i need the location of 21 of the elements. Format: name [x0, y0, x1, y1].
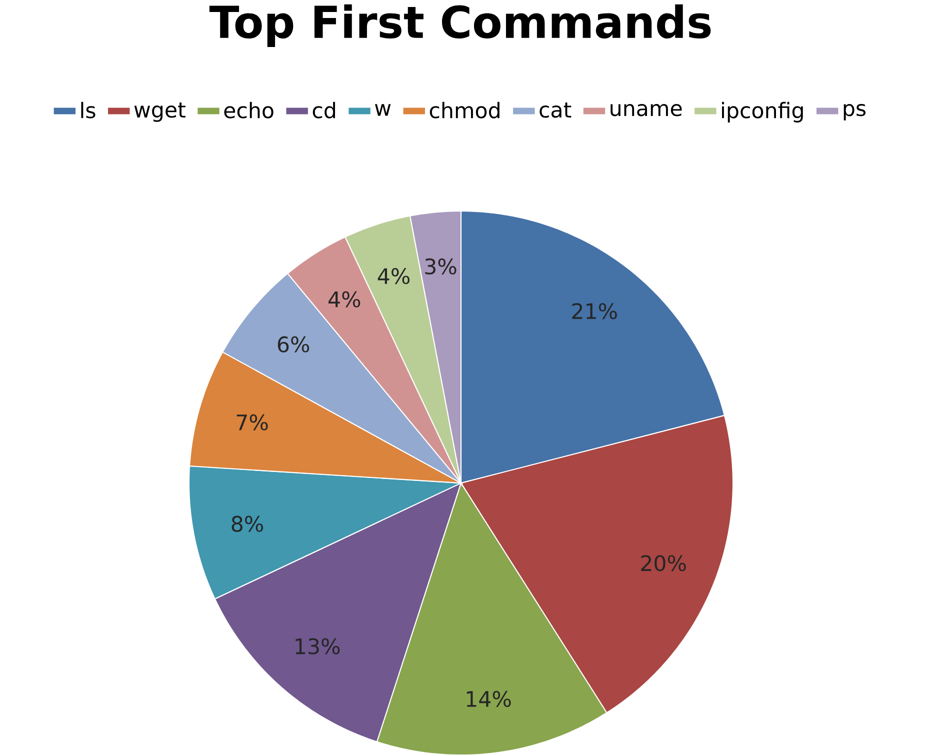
data-label: 20%	[641, 554, 686, 572]
data-label: 14%	[466, 690, 511, 707]
chart-title: Top First Commands	[209, 4, 711, 47]
legend-label: cat	[540, 102, 572, 118]
data-label: 13%	[296, 638, 340, 654]
data-label: 4%	[378, 268, 410, 284]
legend-label: uname	[610, 104, 682, 116]
legend-label: chmod	[430, 102, 500, 118]
data-label: 6%	[278, 336, 310, 352]
legend-label: wget	[134, 102, 186, 122]
legend-label: cd	[312, 102, 336, 118]
legend-label: echo	[224, 102, 274, 118]
data-label: 4%	[328, 291, 360, 308]
data-label: 8%	[232, 516, 263, 532]
data-label: 21%	[572, 302, 617, 319]
legend-label: ipconfig	[722, 102, 803, 122]
legend-label: w	[375, 104, 391, 116]
data-label: 7%	[236, 414, 268, 430]
legend-label: ls	[81, 102, 96, 118]
legend-label: ps	[844, 104, 866, 120]
data-label: 3%	[425, 258, 456, 274]
